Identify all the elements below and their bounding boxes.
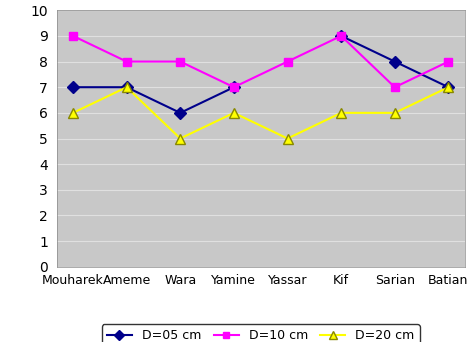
- Legend: D=05 cm, D=10 cm, D=20 cm: D=05 cm, D=10 cm, D=20 cm: [102, 324, 419, 342]
